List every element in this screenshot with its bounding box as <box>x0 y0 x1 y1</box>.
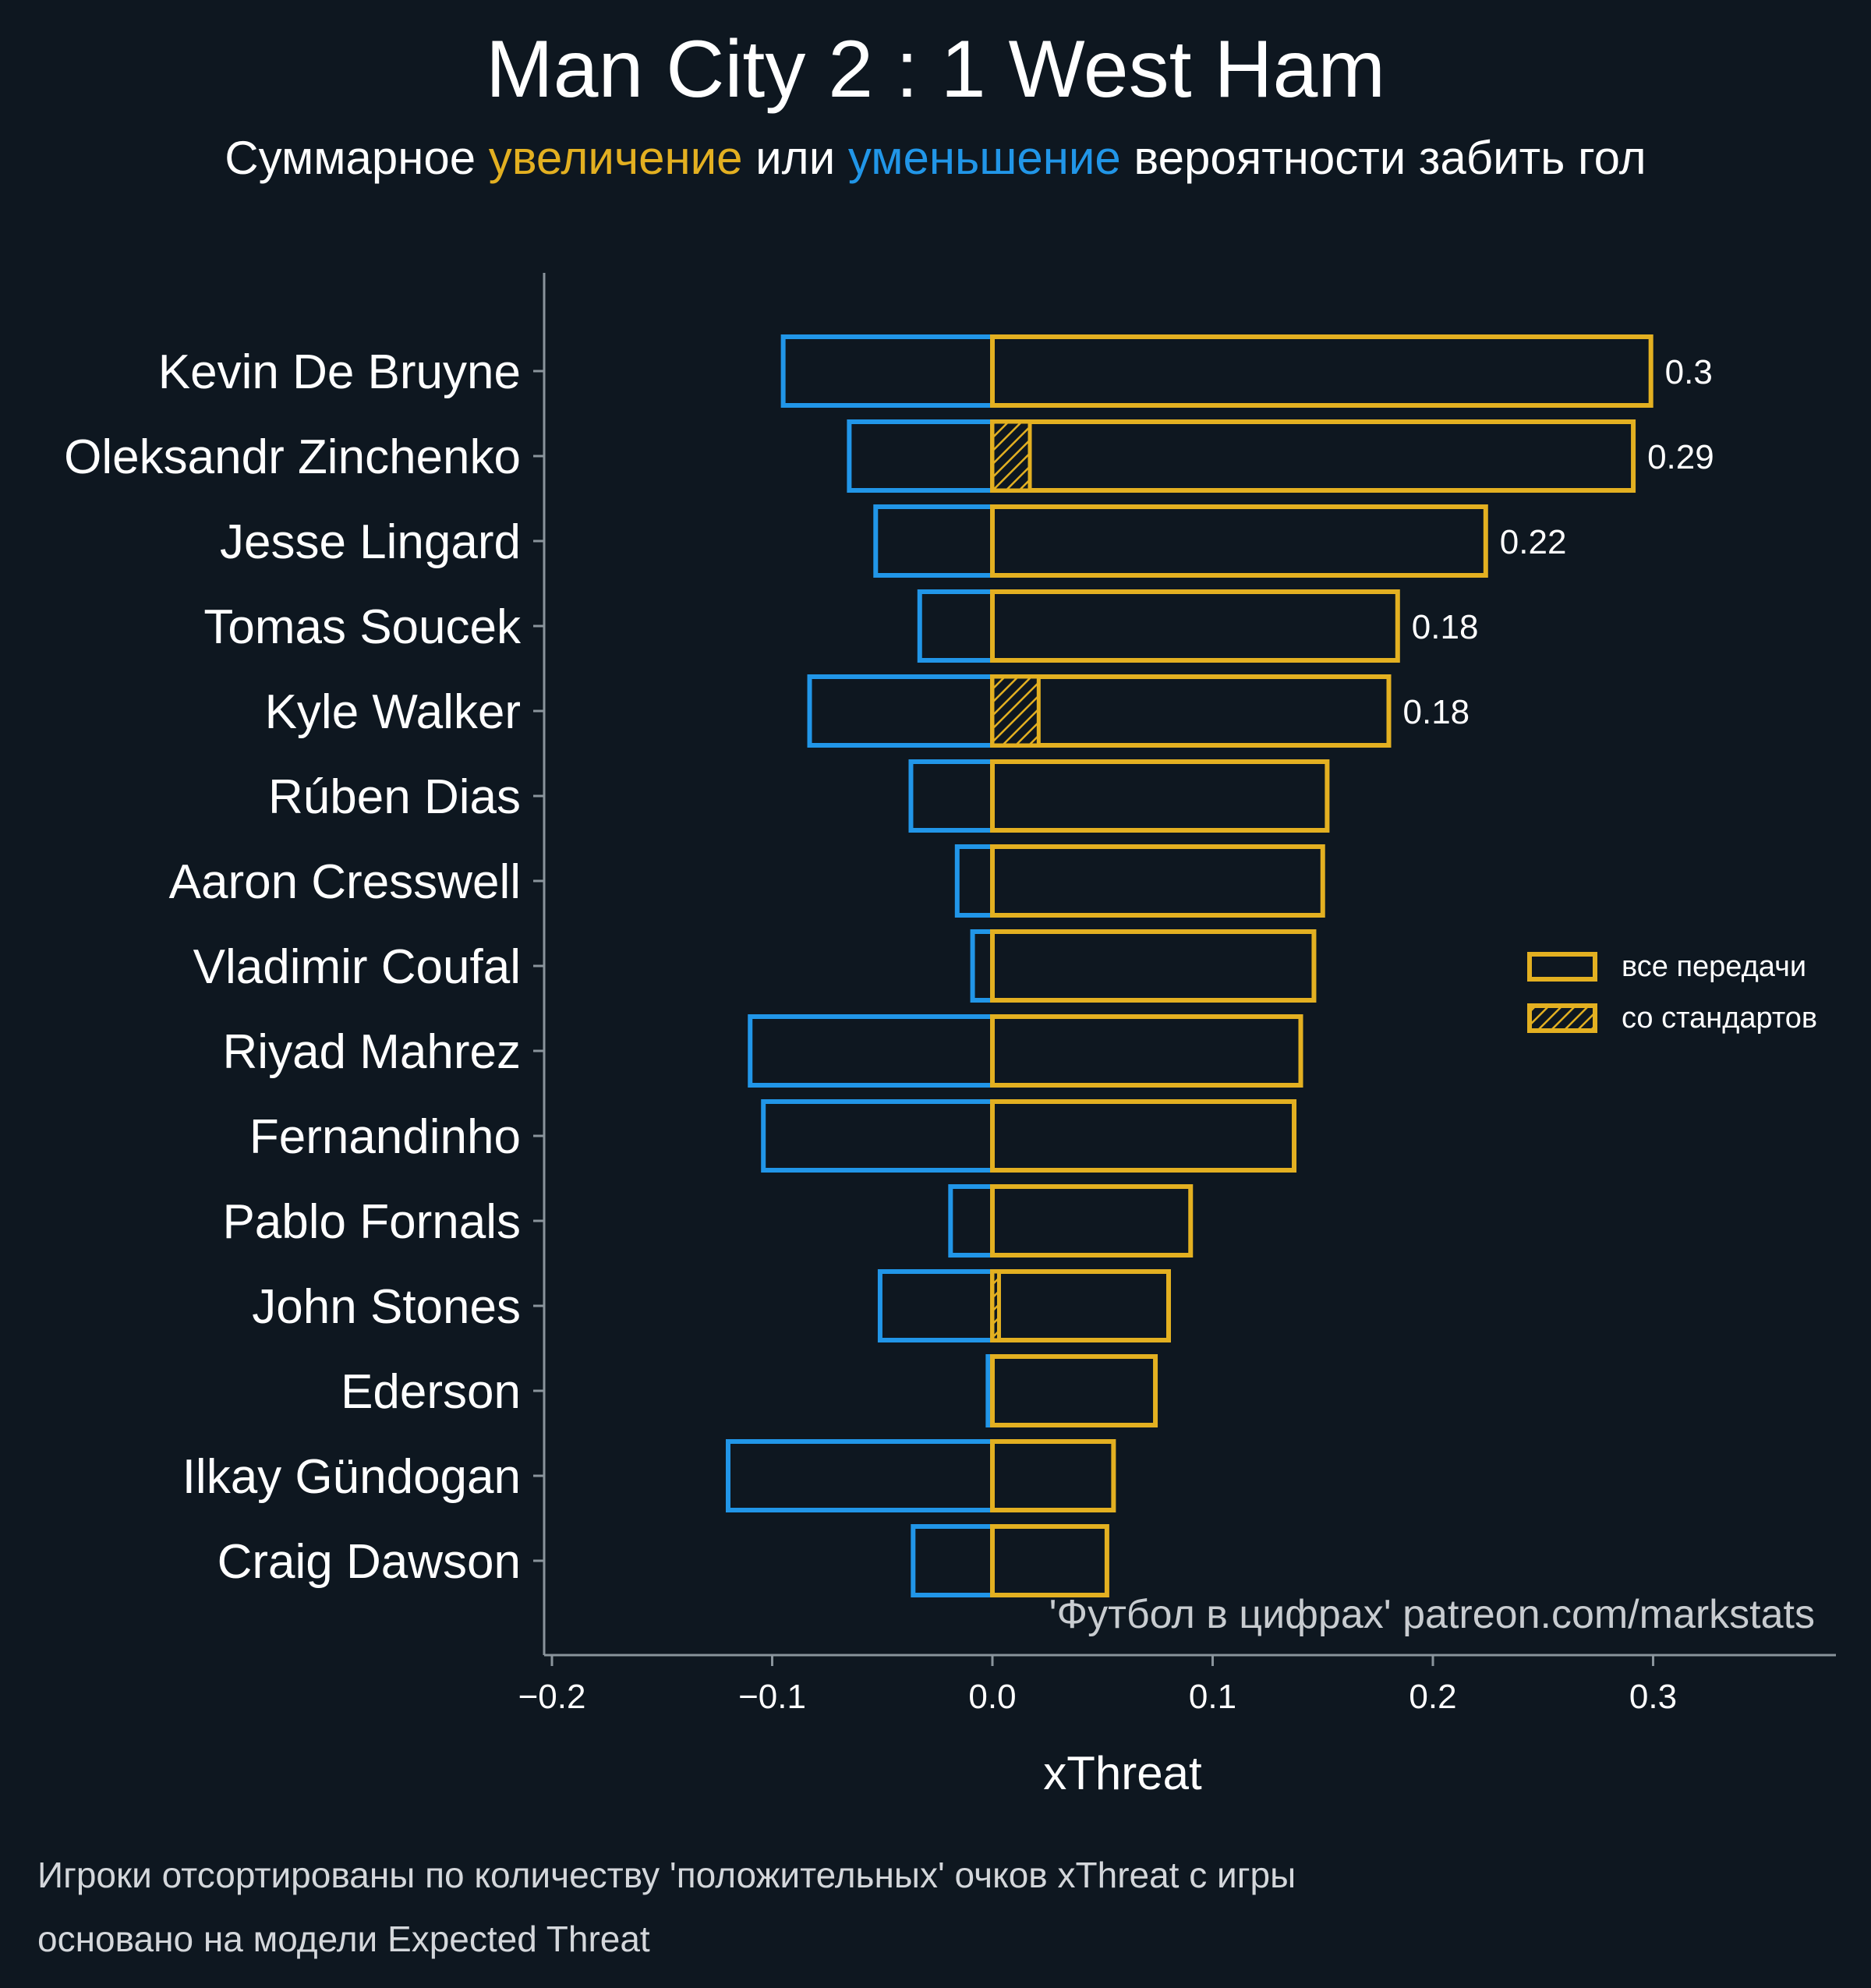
player-label: Kevin De Bruyne <box>158 345 521 399</box>
legend-swatch-all-passes <box>1527 952 1597 982</box>
chart-axes: −0.2 −0.1 0.0 0.1 0.2 0.3 xThreat 'Футбол в циф… <box>518 273 1836 1799</box>
positive-bar <box>990 334 1653 408</box>
negative-bar <box>726 1439 995 1512</box>
x-tick-label: 0.1 <box>1189 1678 1236 1716</box>
negative-bar <box>877 1269 996 1342</box>
x-axis-label: xThreat <box>1043 1747 1202 1799</box>
negative-bar <box>807 674 996 748</box>
positive-bar <box>990 1099 1297 1173</box>
negative-bar <box>873 504 996 578</box>
subtitle-increase: увеличение <box>488 132 743 184</box>
player-label: Jesse Lingard <box>220 515 521 569</box>
subtitle-decrease: уменьшение <box>847 132 1121 184</box>
positive-bar <box>990 1269 1171 1342</box>
player-label: Craig Dawson <box>218 1535 521 1589</box>
positive-bar <box>990 1524 1109 1597</box>
negative-bar <box>911 1524 996 1597</box>
watermark: 'Футбол в цифрах' patreon.com/markstats <box>1049 1592 1815 1637</box>
player-label: Oleksandr Zinchenko <box>64 430 521 484</box>
player-label: Tomas Soucek <box>203 600 522 654</box>
positive-bar <box>990 674 1392 748</box>
data-label: 0.29 <box>1647 438 1714 476</box>
positive-bar <box>990 419 1636 493</box>
player-label: Ederson <box>341 1365 521 1419</box>
legend-swatch-set-pieces <box>1527 1003 1597 1033</box>
negative-bar <box>780 334 995 408</box>
x-tick-label: 0.2 <box>1409 1678 1456 1716</box>
negative-bar <box>847 419 995 493</box>
negative-bar <box>970 929 995 1003</box>
positive-bar <box>990 929 1317 1003</box>
player-label: Aaron Cresswell <box>169 855 521 909</box>
player-label: Fernandinho <box>249 1110 521 1164</box>
chart-labels: Kevin De Bruyne 0.3 Oleksandr Zinchenko 0.2… <box>64 345 1714 1589</box>
player-label: Rúben Dias <box>268 770 521 824</box>
set-piece-bar <box>990 419 1032 493</box>
chart-legend: все передачи со стандартов <box>1527 950 1817 1035</box>
data-label: 0.3 <box>1665 353 1713 391</box>
positive-bar <box>990 589 1400 663</box>
footnote-sorting: Игроки отсортированы по количеству 'поло… <box>37 1855 1296 1895</box>
negative-bar <box>954 844 996 918</box>
chart-subtitle: Суммарное увеличение или уменьшение веро… <box>0 131 1871 185</box>
negative-bar <box>761 1099 995 1173</box>
player-label: Riyad Mahrez <box>223 1025 521 1079</box>
chart-bars <box>726 334 1653 1597</box>
footnote-model: основано на модели Expected Threat <box>37 1919 650 1959</box>
player-label: Vladimir Coufal <box>193 940 521 994</box>
player-label: Pablo Fornals <box>222 1195 521 1249</box>
negative-bar <box>908 759 995 833</box>
chart-title: Man City 2 : 1 West Ham <box>486 24 1385 115</box>
positive-bar <box>990 1439 1116 1512</box>
x-tick-label: −0.1 <box>738 1678 806 1716</box>
set-piece-bar <box>990 1269 1001 1342</box>
legend-label-set-pieces: со стандартов <box>1622 1002 1817 1035</box>
subtitle-part2: или <box>742 132 848 184</box>
positive-bar <box>990 759 1330 833</box>
data-label: 0.22 <box>1500 523 1567 561</box>
player-label: John Stones <box>252 1280 521 1334</box>
positive-bar <box>990 504 1488 578</box>
subtitle-part3: вероятности забить гол <box>1120 132 1646 184</box>
x-tick-label: −0.2 <box>518 1678 586 1716</box>
player-label: Kyle Walker <box>265 685 521 739</box>
negative-bar <box>948 1184 995 1258</box>
positive-bar <box>990 1354 1158 1427</box>
positive-bar <box>990 1184 1194 1258</box>
legend-label-all-passes: все передачи <box>1622 950 1806 983</box>
x-tick-label: 0.0 <box>968 1678 1016 1716</box>
set-piece-bar <box>990 674 1041 748</box>
subtitle-part1: Суммарное <box>225 132 489 184</box>
negative-bar <box>917 589 996 663</box>
positive-bar <box>990 1014 1303 1088</box>
positive-bar <box>990 844 1325 918</box>
negative-bar <box>748 1014 995 1088</box>
player-label: Ilkay Gündogan <box>182 1450 521 1504</box>
data-label: 0.18 <box>1412 608 1479 646</box>
data-label: 0.18 <box>1403 693 1470 731</box>
x-tick-label: 0.3 <box>1629 1678 1677 1716</box>
